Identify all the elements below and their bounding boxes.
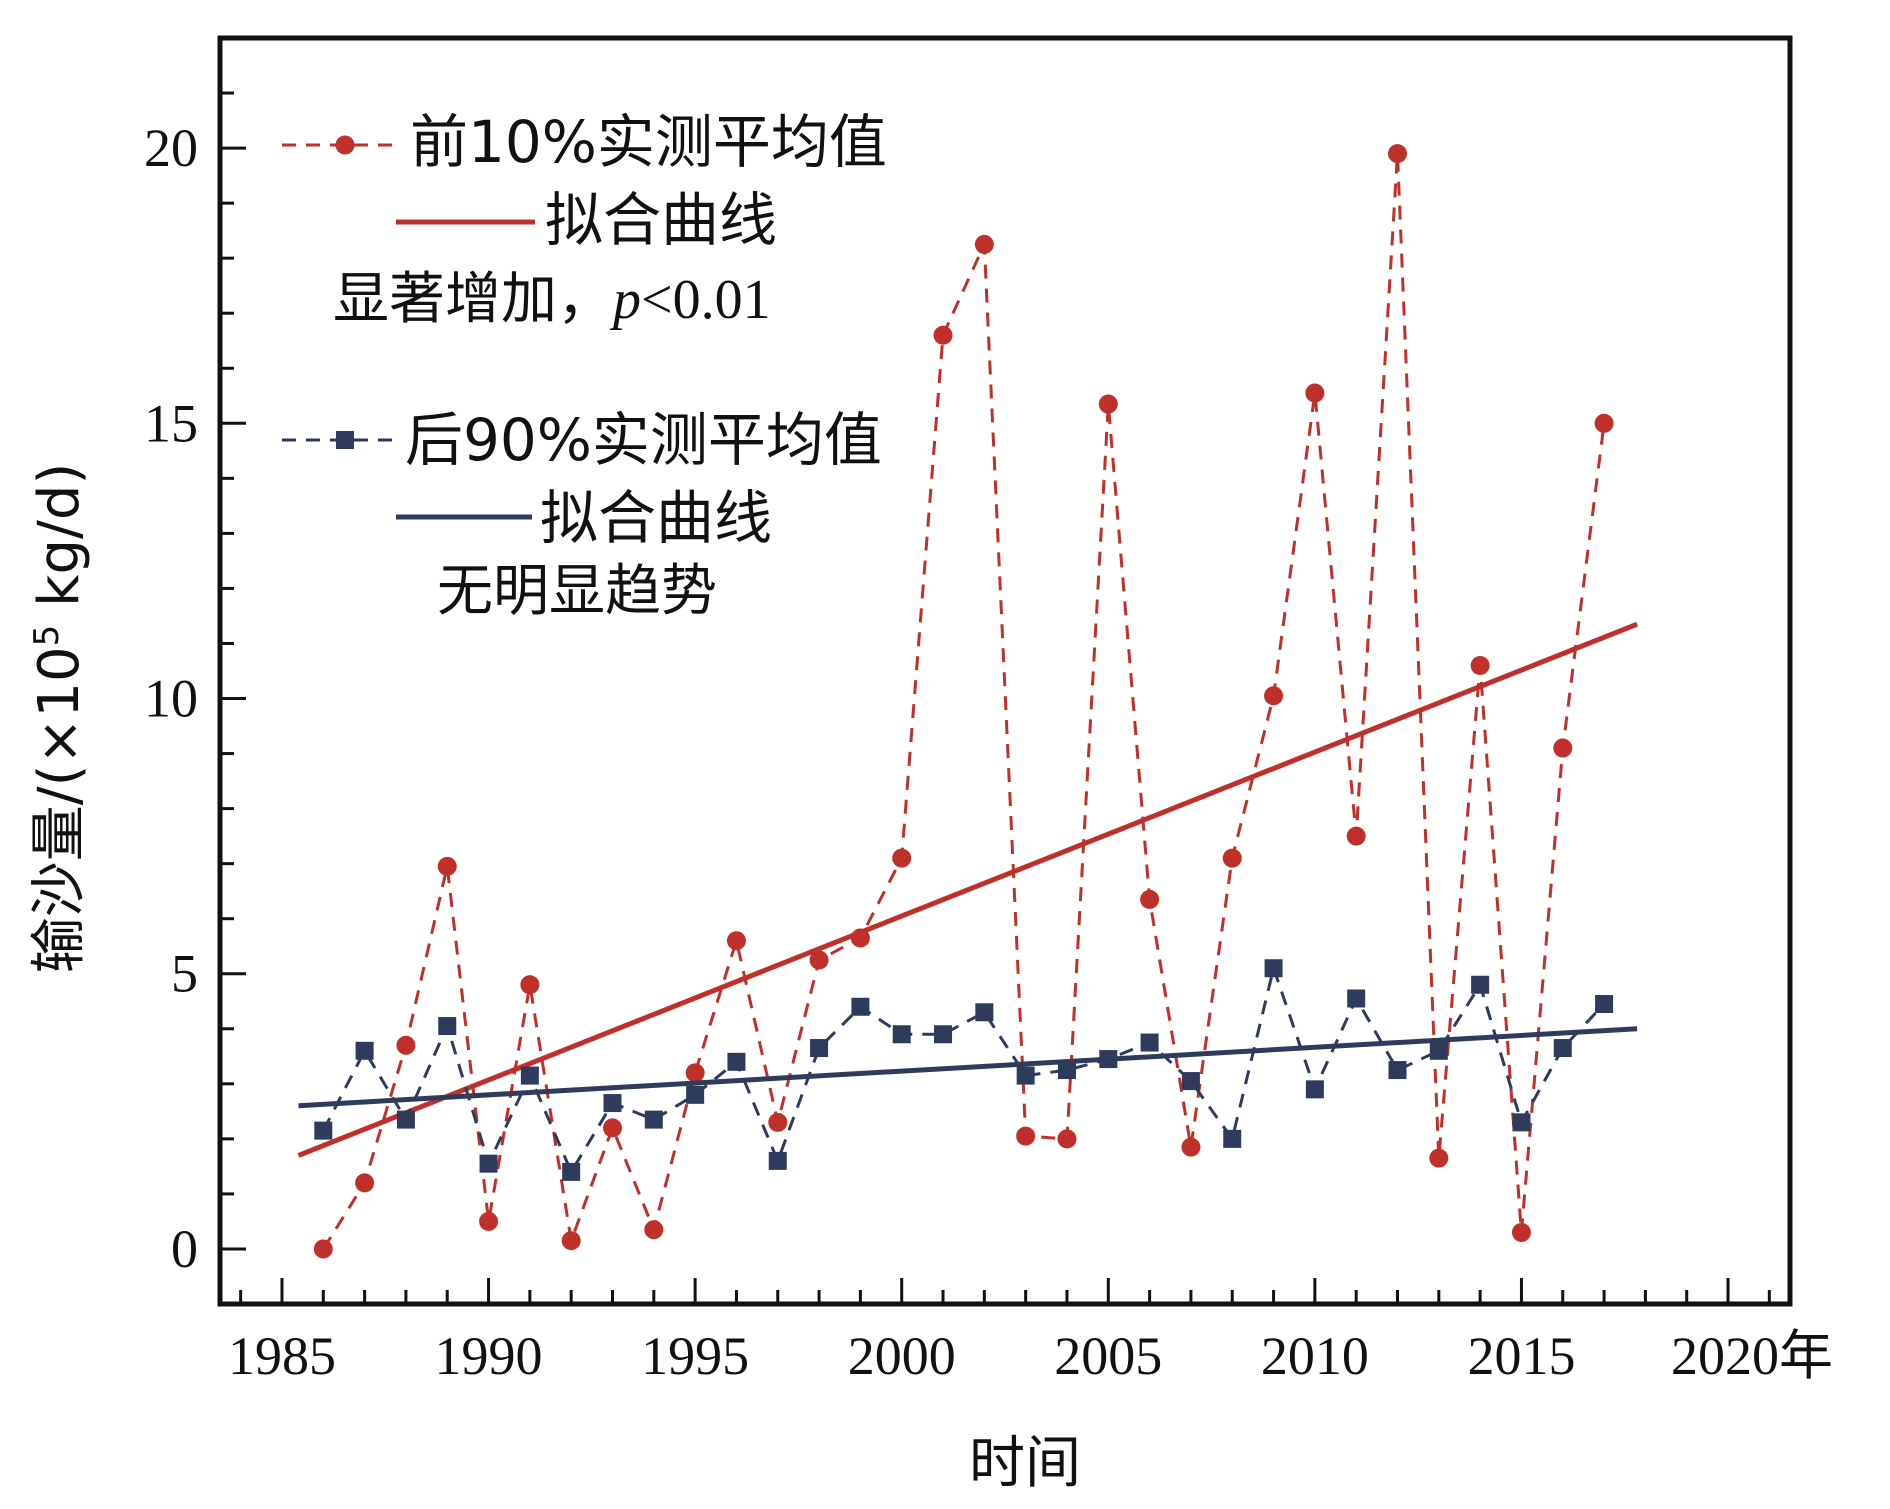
data-point-circle (1016, 1126, 1036, 1146)
x-tick-label: 2000 (848, 1326, 956, 1386)
legend-label-fit-blue: 拟合曲线 (540, 484, 772, 552)
legend: 前10%实测平均值 拟合曲线 显著增加，p<0.01 后90%实测平均值 拟合曲… (282, 108, 887, 624)
legend-swatch-bottom90-marker (336, 431, 354, 449)
y-axis-title-exponent: 5 (27, 625, 67, 647)
data-point-square (934, 1025, 953, 1044)
data-point-square (520, 1066, 539, 1085)
data-point-circle (1305, 383, 1325, 403)
data-point-circle (1346, 826, 1366, 846)
data-point-circle (726, 931, 746, 951)
data-point-square (727, 1052, 746, 1071)
x-axis-title: 时间 (969, 1431, 1081, 1496)
x-tick-label: 2010 (1261, 1326, 1369, 1386)
x-tick-label: 2005 (1054, 1326, 1162, 1386)
data-point-square (975, 1003, 994, 1022)
y-tick-label: 10 (144, 669, 198, 729)
data-point-square (603, 1094, 622, 1113)
data-point-circle (479, 1211, 499, 1231)
data-point-square (1388, 1061, 1407, 1080)
data-point-circle (520, 975, 540, 995)
data-point-square (314, 1121, 333, 1140)
series-line-0 (322, 153, 1606, 1250)
annotation-no-trend: 无明显趋势 (437, 559, 717, 624)
data-point-circle (355, 1173, 375, 1193)
y-tick-label: 20 (144, 118, 198, 178)
data-point-square (1140, 1033, 1159, 1052)
y-tick-label: 15 (144, 393, 198, 453)
data-point-circle (933, 325, 953, 345)
annotation-significant: 显著增加，p<0.01 (333, 267, 771, 332)
data-point-square (686, 1085, 705, 1104)
series-line-3 (298, 1026, 1638, 1109)
annotation-p-value: <0.01 (641, 269, 771, 331)
data-point-circle (603, 1118, 622, 1138)
x-tick-label: 2015 (1467, 1326, 1575, 1386)
data-point-circle (1222, 848, 1242, 868)
x-tick-label: 1990 (435, 1326, 543, 1386)
data-point-circle (809, 950, 829, 970)
data-point-circle (1098, 394, 1118, 414)
data-point-circle (561, 1231, 581, 1251)
data-point-circle (892, 848, 912, 868)
data-point-square (1553, 1039, 1572, 1058)
data-point-circle (1388, 144, 1407, 164)
legend-label-top10: 前10%实测平均值 (410, 108, 887, 176)
data-point-circle (1140, 889, 1160, 909)
x-tick-label: 2020年 (1671, 1326, 1833, 1386)
data-point-circle (1511, 1222, 1531, 1242)
data-point-square (1181, 1072, 1200, 1091)
x-tick-label: 1985 (228, 1326, 336, 1386)
data-point-circle (1181, 1137, 1201, 1157)
data-point-square (1223, 1129, 1242, 1148)
data-point-square (768, 1151, 787, 1170)
y-axis-title-main: 输沙量/(×10 (27, 646, 92, 973)
legend-swatch-top10-marker (335, 135, 355, 155)
data-point-circle (437, 856, 457, 876)
data-point-square (644, 1110, 663, 1129)
data-point-square (1429, 1041, 1448, 1060)
legend-label-fit-red: 拟合曲线 (545, 186, 777, 254)
data-point-circle (1429, 1148, 1449, 1168)
data-point-circle (1553, 738, 1573, 758)
x-tick-label: 1995 (641, 1326, 749, 1386)
series-layer (297, 144, 1639, 1259)
legend-label-bottom90: 后90%实测平均值 (405, 406, 882, 474)
y-axis-title-unit: kg/d) (27, 463, 92, 625)
data-point-square (810, 1039, 829, 1058)
data-point-circle (1264, 686, 1284, 706)
annotation-p-symbol: p (609, 269, 641, 331)
data-point-circle (685, 1063, 705, 1083)
y-tick-label: 0 (171, 1219, 198, 1279)
data-point-square (1264, 959, 1283, 978)
data-point-circle (1057, 1129, 1077, 1149)
data-point-square (562, 1162, 581, 1181)
data-point-circle (396, 1035, 416, 1055)
data-point-square (1057, 1061, 1076, 1080)
data-point-square (1471, 975, 1490, 994)
data-point-square (851, 997, 870, 1016)
y-tick-label: 5 (171, 944, 198, 1004)
data-point-square (438, 1017, 457, 1036)
data-point-circle (313, 1239, 333, 1259)
plot-frame (217, 35, 1793, 1307)
data-point-square (355, 1041, 374, 1060)
data-point-circle (974, 234, 994, 254)
data-point-square (479, 1154, 498, 1173)
annotation-significant-text: 显著增加， (333, 267, 613, 332)
axes: 1985 1990 1995 2000 2005 2010 2015 2020年 0 5 10 15 2… (144, 35, 1833, 1386)
y-axis-title: 输沙量/(×105 kg/d) (27, 463, 92, 974)
data-point-square (892, 1025, 911, 1044)
data-point-square (1016, 1066, 1035, 1085)
data-point-square (1595, 995, 1614, 1014)
data-point-square (1512, 1113, 1531, 1132)
data-point-circle (1470, 655, 1490, 675)
data-point-square (1305, 1080, 1324, 1099)
data-point-circle (768, 1112, 788, 1132)
data-point-circle (644, 1220, 664, 1240)
data-point-square (1347, 989, 1366, 1008)
data-point-circle (1594, 413, 1614, 433)
data-point-square (396, 1110, 415, 1129)
